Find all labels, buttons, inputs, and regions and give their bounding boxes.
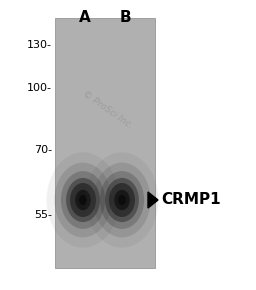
- Text: CRMP1: CRMP1: [161, 193, 221, 208]
- Ellipse shape: [118, 195, 126, 205]
- Ellipse shape: [79, 195, 87, 205]
- Ellipse shape: [86, 153, 158, 248]
- Ellipse shape: [47, 153, 119, 248]
- Text: 130-: 130-: [27, 40, 52, 50]
- Ellipse shape: [66, 178, 100, 222]
- Ellipse shape: [70, 183, 96, 217]
- Ellipse shape: [100, 171, 144, 229]
- Ellipse shape: [93, 163, 151, 238]
- Ellipse shape: [109, 183, 135, 217]
- Polygon shape: [148, 192, 158, 208]
- Ellipse shape: [114, 190, 130, 210]
- Text: 70-: 70-: [34, 145, 52, 155]
- Text: 100-: 100-: [27, 83, 52, 93]
- Text: © ProSci Inc.: © ProSci Inc.: [81, 89, 135, 130]
- Bar: [55, 18, 155, 268]
- Text: A: A: [79, 10, 91, 25]
- Ellipse shape: [54, 163, 112, 238]
- Ellipse shape: [61, 171, 105, 229]
- Ellipse shape: [105, 178, 139, 222]
- Text: B: B: [119, 10, 131, 25]
- Ellipse shape: [75, 190, 91, 210]
- Text: 55-: 55-: [34, 210, 52, 220]
